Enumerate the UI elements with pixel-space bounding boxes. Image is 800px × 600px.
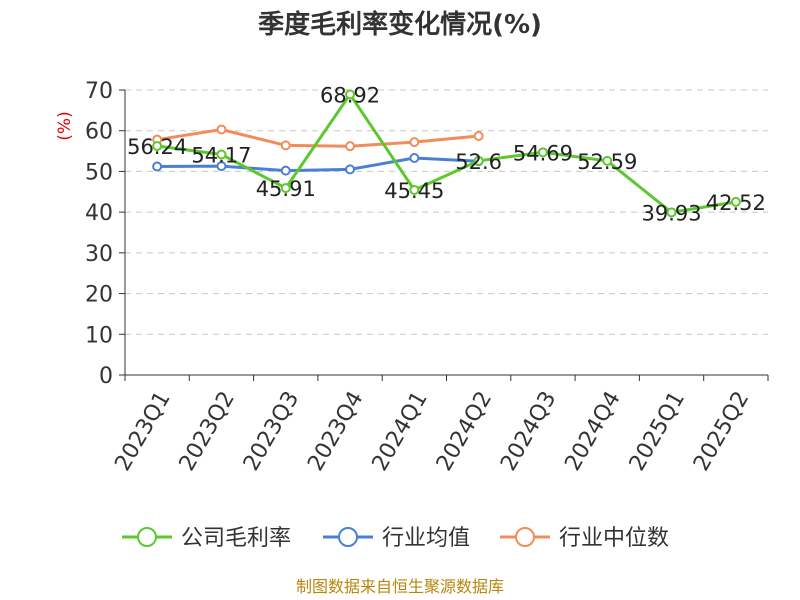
y-tick-label: 30 <box>85 242 113 267</box>
data-point-s1-3[interactable] <box>345 164 356 175</box>
x-tick-label: 2024Q4 <box>560 387 625 475</box>
data-label: 52.6 <box>455 150 502 174</box>
data-point-s0-4[interactable] <box>409 184 420 195</box>
grid-layer <box>125 89 768 335</box>
data-label: 45.45 <box>384 179 444 203</box>
data-point-s1-4[interactable] <box>409 152 420 163</box>
legend-swatch-marker <box>515 527 535 547</box>
data-point-s2-4[interactable] <box>409 137 420 148</box>
y-tick-label: 0 <box>99 364 113 389</box>
data-label: 39.93 <box>641 201 701 225</box>
legend: 公司毛利率 行业均值 行业中位数 <box>122 526 669 551</box>
y-tick-label: 60 <box>85 120 113 145</box>
legend-label[interactable]: 行业中位数 <box>559 526 669 551</box>
data-point-s0-3[interactable] <box>345 89 356 100</box>
data-label: 54.17 <box>191 143 251 167</box>
data-point-s2-3[interactable] <box>345 141 356 152</box>
data-point-s0-9[interactable] <box>730 196 741 207</box>
data-point-s1-0[interactable] <box>152 161 163 172</box>
data-label: 54.69 <box>513 141 573 165</box>
data-label: 42.52 <box>706 191 766 215</box>
data-point-s0-0[interactable] <box>152 141 163 152</box>
legend-label[interactable]: 行业均值 <box>382 526 470 551</box>
data-point-s0-5[interactable] <box>473 155 484 166</box>
data-label: 56.24 <box>127 135 187 159</box>
chart-title: 季度毛利率变化情况(%) <box>258 9 542 40</box>
x-tick-label: 2023Q3 <box>239 387 304 475</box>
y-tick-label: 70 <box>85 79 113 104</box>
y-axis-label: (%) <box>55 111 75 140</box>
x-tick-label: 2024Q3 <box>496 387 561 475</box>
x-tick-label: 2025Q1 <box>625 387 690 475</box>
axis-layer: 0102030405060702023Q12023Q22023Q32023Q42… <box>85 79 769 475</box>
series-line-2 <box>156 127 479 148</box>
x-tick-label: 2023Q4 <box>303 387 368 475</box>
data-point-s0-6[interactable] <box>537 147 548 158</box>
data-point-s2-5[interactable] <box>473 131 484 142</box>
legend-swatch-marker <box>338 527 358 547</box>
y-tick-label: 40 <box>85 201 113 226</box>
legend-swatch-marker <box>137 527 157 547</box>
data-label: 45.91 <box>256 177 316 201</box>
data-point-s0-2[interactable] <box>280 183 291 194</box>
legend-label[interactable]: 公司毛利率 <box>181 526 291 551</box>
y-tick-label: 50 <box>85 160 113 185</box>
series-layer <box>152 89 741 218</box>
data-point-s1-1[interactable] <box>216 161 227 172</box>
data-point-s2-2[interactable] <box>280 140 291 151</box>
x-tick-label: 2025Q2 <box>689 387 754 475</box>
data-point-s1-2[interactable] <box>280 165 291 176</box>
series-line-0 <box>157 91 737 214</box>
x-tick-label: 2024Q1 <box>368 387 433 475</box>
y-tick-label: 10 <box>85 323 113 348</box>
data-point-s0-1[interactable] <box>216 149 227 160</box>
data-label: 52.59 <box>577 150 637 174</box>
y-tick-label: 20 <box>85 283 113 308</box>
x-tick-label: 2023Q2 <box>175 387 240 475</box>
data-point-s0-8[interactable] <box>666 207 677 218</box>
data-source-note: 制图数据来自恒生聚源数据库 <box>296 577 504 596</box>
data-point-s2-1[interactable] <box>216 124 227 135</box>
data-label: 68.92 <box>320 83 380 107</box>
x-tick-label: 2023Q1 <box>110 387 175 475</box>
series-line-1 <box>157 156 479 173</box>
x-tick-label: 2024Q2 <box>432 387 497 475</box>
data-point-s0-7[interactable] <box>602 155 613 166</box>
